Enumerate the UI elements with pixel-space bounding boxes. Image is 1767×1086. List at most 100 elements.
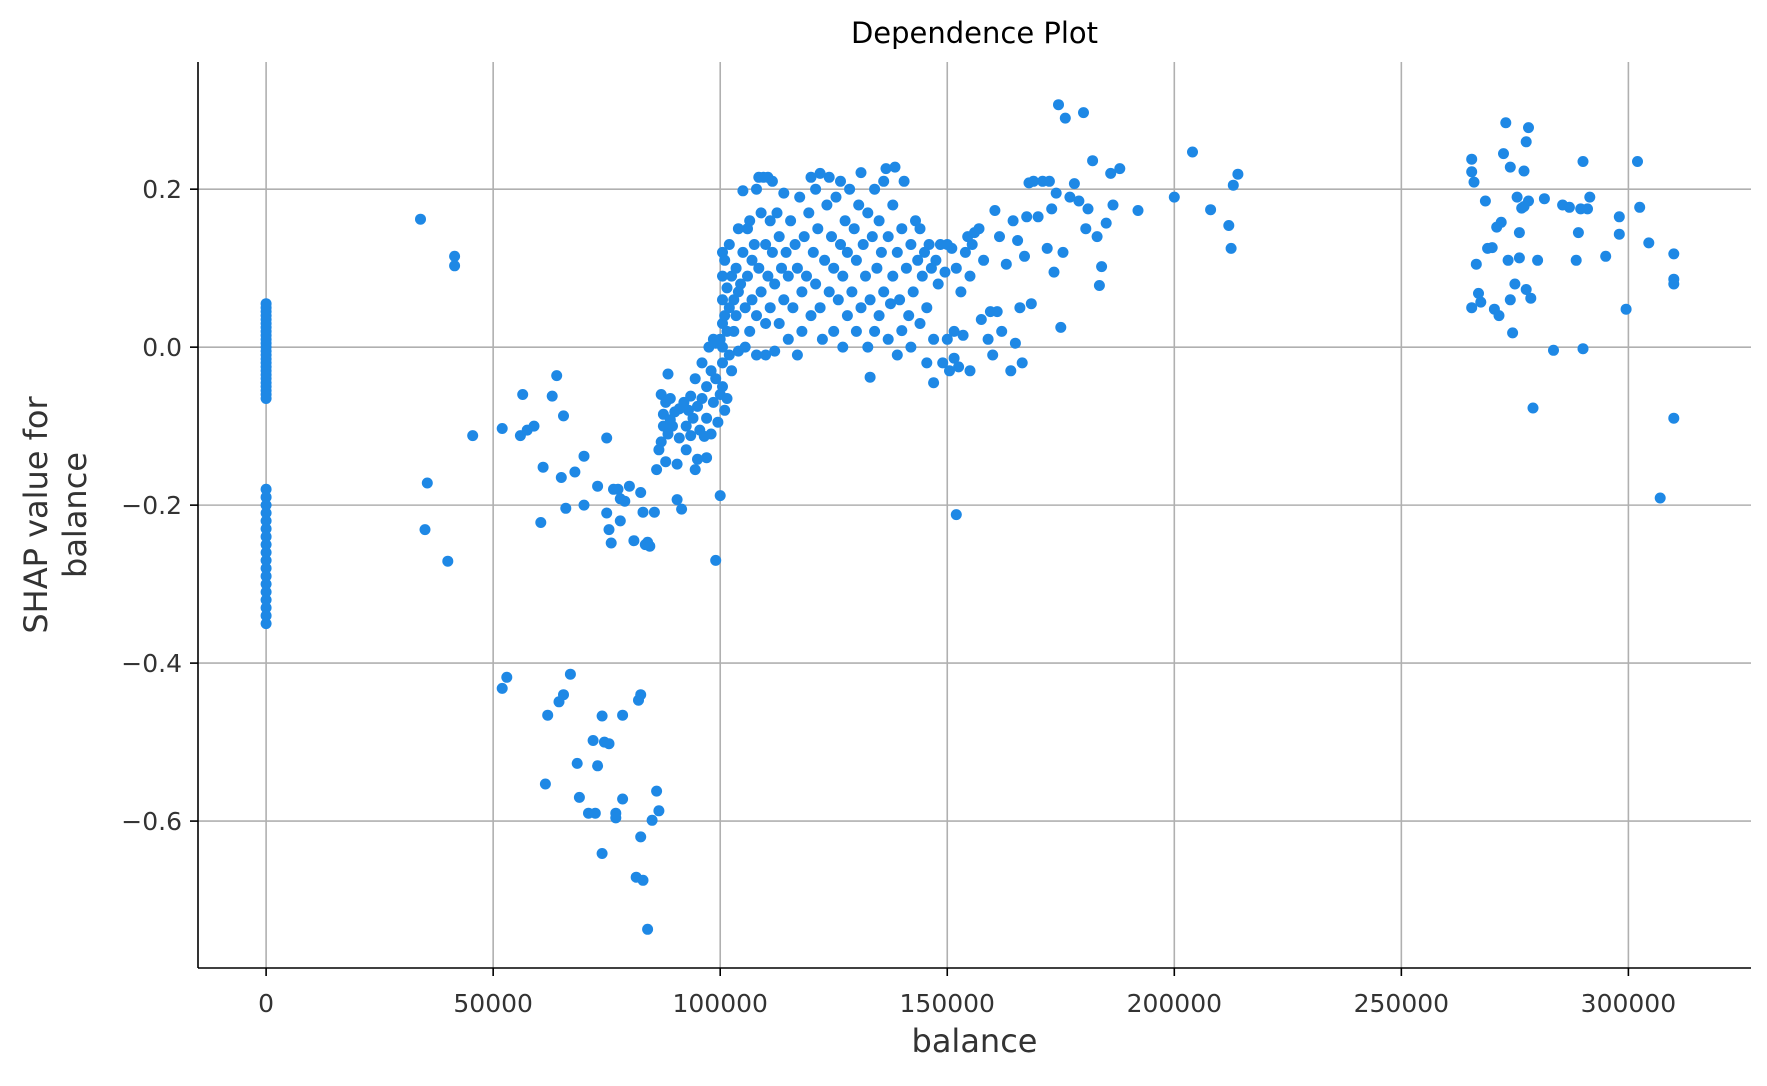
data-point <box>978 254 990 266</box>
data-point <box>673 432 685 444</box>
data-point <box>1025 298 1037 310</box>
data-point <box>946 242 958 254</box>
data-point <box>805 171 817 183</box>
data-point <box>717 357 728 369</box>
data-point <box>1520 136 1532 148</box>
data-point <box>676 503 688 515</box>
data-point <box>839 215 851 227</box>
data-point <box>1495 216 1507 228</box>
data-point <box>801 270 812 282</box>
data-point <box>260 499 272 511</box>
data-point <box>923 239 935 250</box>
data-point <box>696 393 708 404</box>
data-point <box>746 254 758 266</box>
data-point <box>592 760 604 772</box>
data-point <box>651 785 663 797</box>
data-point <box>260 602 272 614</box>
data-point <box>1093 280 1105 291</box>
data-point <box>837 270 849 282</box>
data-point <box>555 472 567 483</box>
data-point <box>637 874 649 886</box>
data-point <box>721 282 733 294</box>
data-point <box>855 302 867 314</box>
data-point <box>1523 195 1534 207</box>
data-point <box>862 207 874 219</box>
data-point <box>449 260 461 272</box>
data-point <box>1502 254 1514 266</box>
data-point <box>260 507 272 519</box>
x-axis-label: balance <box>912 1022 1038 1060</box>
data-point <box>1600 250 1612 262</box>
data-point <box>1105 167 1117 179</box>
data-point <box>1007 215 1019 227</box>
data-point <box>601 507 613 519</box>
data-point <box>891 246 903 258</box>
data-point <box>964 365 976 377</box>
x-tick-label: 50000 <box>453 989 533 1018</box>
data-point <box>905 239 917 250</box>
y-tick-label: −0.4 <box>121 649 182 678</box>
data-point <box>569 466 581 478</box>
data-point <box>1168 191 1180 203</box>
x-tick-label: 250000 <box>1354 989 1449 1018</box>
data-point <box>928 333 940 345</box>
data-point <box>617 793 629 805</box>
data-point <box>882 231 894 243</box>
data-point <box>903 310 915 322</box>
data-point <box>894 294 906 306</box>
data-point <box>930 254 942 266</box>
data-point <box>937 357 949 369</box>
data-point <box>1082 203 1094 215</box>
data-point <box>692 453 703 465</box>
data-point <box>932 278 944 290</box>
data-point <box>907 286 919 298</box>
data-point <box>1563 201 1575 213</box>
data-point <box>882 333 894 345</box>
x-tick-label: 300000 <box>1581 989 1676 1018</box>
data-point <box>866 231 878 243</box>
data-point <box>1016 357 1028 369</box>
data-point <box>751 183 762 195</box>
data-point <box>805 310 817 322</box>
data-point <box>648 506 660 518</box>
data-point <box>826 231 837 243</box>
data-point <box>982 333 994 345</box>
data-point <box>898 175 910 187</box>
data-point <box>916 270 928 282</box>
y-tick-label: 0.2 <box>142 175 182 204</box>
data-point <box>1053 99 1064 111</box>
data-point <box>539 778 551 790</box>
data-point <box>1668 248 1680 260</box>
data-point <box>1068 178 1080 190</box>
data-point <box>873 215 885 227</box>
chart-title: Dependence Plot <box>851 16 1098 50</box>
data-point <box>1000 258 1012 270</box>
data-point <box>994 231 1005 243</box>
data-point <box>875 246 887 258</box>
data-point <box>1538 193 1550 205</box>
data-point <box>1582 203 1593 215</box>
data-point <box>1205 204 1217 216</box>
data-point <box>1634 201 1646 213</box>
data-point <box>798 231 810 243</box>
data-point <box>830 191 842 203</box>
data-point <box>764 215 776 227</box>
data-point <box>260 586 272 598</box>
data-point <box>1087 155 1099 167</box>
data-point <box>1632 156 1643 167</box>
x-tick-label: 200000 <box>1127 989 1222 1018</box>
data-point <box>496 423 508 434</box>
data-point <box>701 412 713 424</box>
data-point <box>835 175 846 187</box>
data-point <box>1048 266 1060 278</box>
data-point <box>837 341 849 353</box>
data-point <box>1028 175 1039 187</box>
data-point <box>1057 246 1069 258</box>
data-point <box>1223 220 1235 231</box>
data-point <box>748 239 760 250</box>
data-point <box>864 371 876 383</box>
data-point <box>1577 156 1589 167</box>
scatter-points <box>260 99 1680 935</box>
data-point <box>710 554 722 566</box>
data-point <box>807 246 819 258</box>
